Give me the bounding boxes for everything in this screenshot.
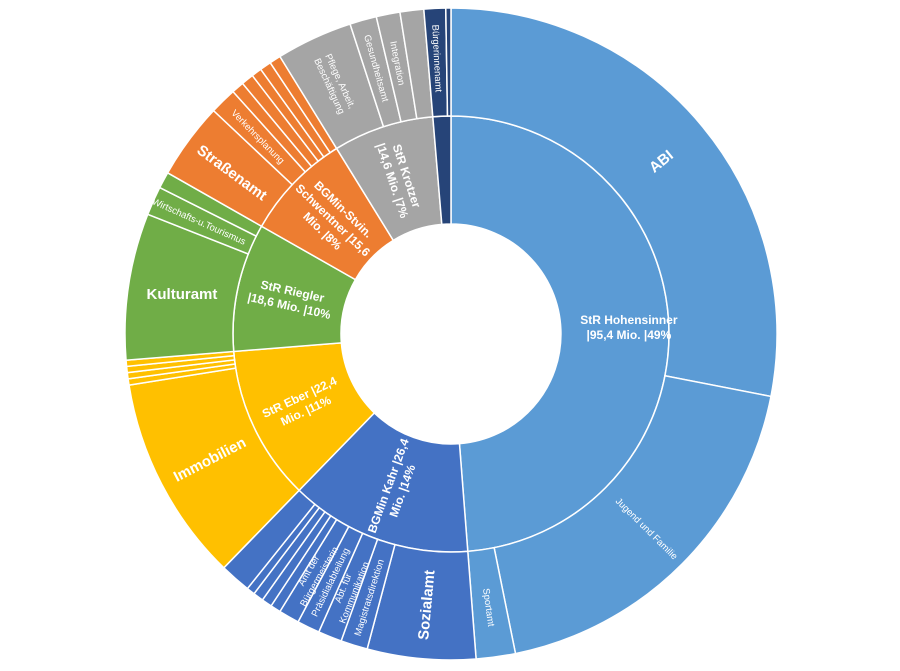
outer-segment-item-33 [444, 7, 452, 117]
outer-segment-abi [450, 7, 778, 398]
inner-label-str-hohensinner: StR Hohensinner |95,4 Mio. |49% [580, 313, 678, 342]
outer-label-bürgerinnenamt: Bürgerinnenamt [429, 24, 443, 92]
outer-label-sportamt: Sportamt [480, 588, 496, 628]
outer-label-sozialamt: Sozialamt [415, 569, 438, 640]
outer-label-kulturamt: Kulturamt [147, 286, 218, 303]
outer-segment-jugend-und-familie [493, 374, 772, 655]
